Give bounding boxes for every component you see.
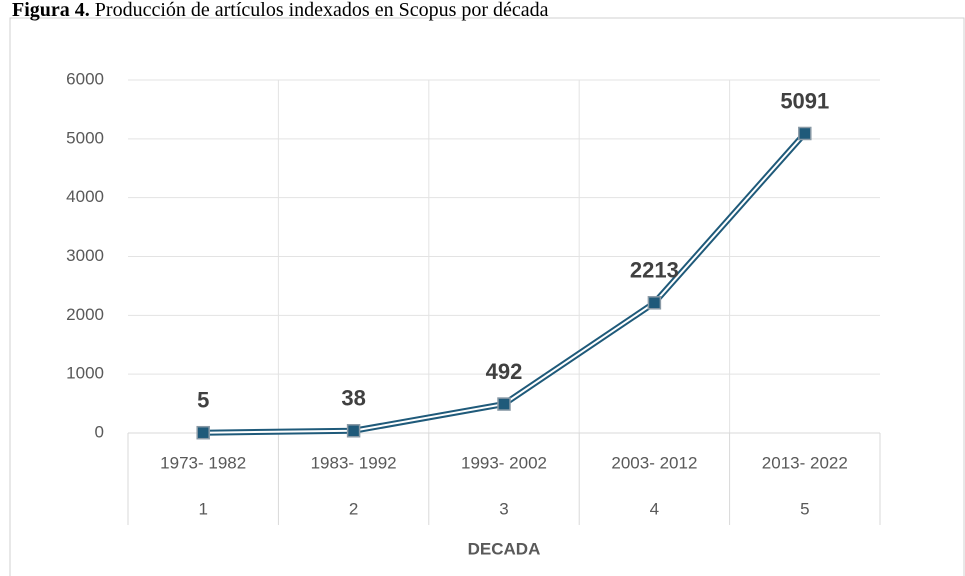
- data-label: 2213: [630, 258, 679, 283]
- data-label: 5: [197, 388, 209, 413]
- marker: [798, 126, 812, 141]
- y-tick-label: 2000: [66, 305, 104, 324]
- title-label: Figura 4.: [12, 0, 90, 21]
- x-tick-label: 1983- 1992: [311, 453, 397, 472]
- x-tick-label: 1973- 1982: [160, 453, 246, 472]
- x-axis-label: DECADA: [468, 539, 541, 558]
- x-tick-number: 5: [800, 499, 809, 518]
- y-tick-label: 6000: [66, 69, 104, 88]
- x-tick-label: 2003- 2012: [611, 453, 697, 472]
- title-text: Producción de artículos indexados en Sco…: [95, 0, 549, 21]
- x-tick-number: 4: [650, 499, 659, 518]
- y-tick-label: 5000: [66, 128, 104, 147]
- chart-title: Figura 4. Producción de artículos indexad…: [12, 0, 549, 21]
- data-label: 492: [486, 359, 523, 384]
- y-tick-label: 0: [95, 422, 104, 441]
- chart-border: [9, 17, 965, 576]
- marker: [497, 397, 511, 411]
- y-tick-label: 4000: [66, 187, 104, 206]
- x-tick-number: 3: [499, 499, 508, 518]
- x-tick-number: 1: [198, 499, 207, 518]
- marker: [196, 425, 210, 440]
- y-tick-label: 3000: [66, 246, 104, 265]
- marker: [346, 424, 361, 438]
- data-label: 5091: [780, 88, 829, 113]
- y-tick-label: 1000: [66, 364, 104, 383]
- x-tick-label: 1993- 2002: [461, 453, 547, 472]
- x-tick-label: 2013- 2022: [762, 453, 848, 472]
- x-tick-number: 2: [349, 499, 358, 518]
- marker: [647, 296, 662, 310]
- data-label: 38: [341, 386, 365, 411]
